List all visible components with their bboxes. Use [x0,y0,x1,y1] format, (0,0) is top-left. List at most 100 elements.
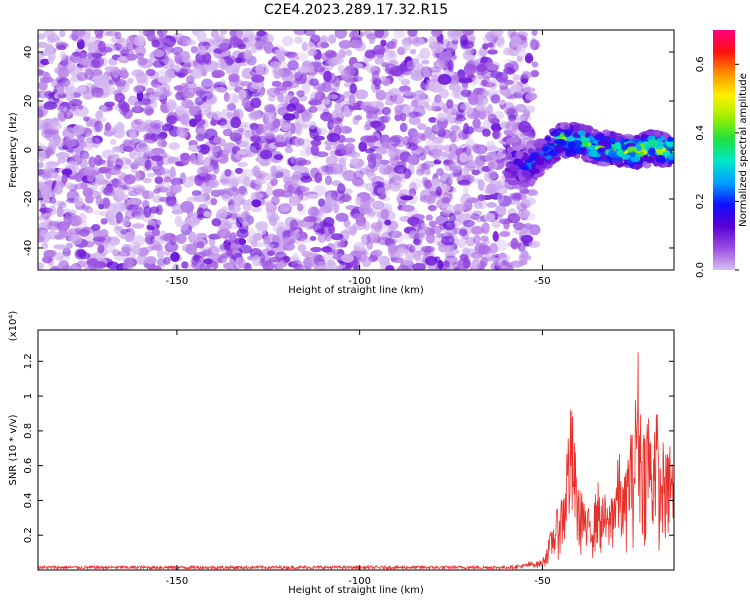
heatmap-cell [296,90,305,98]
heatmap-cell [83,153,90,160]
heatmap-cell [151,91,162,97]
heatmap-cell [266,243,275,251]
heatmap-cell [516,203,528,212]
heatmap-cell [143,205,152,218]
heatmap-cell [152,91,167,101]
heatmap-cell [276,260,285,270]
heatmap-cell [465,46,475,56]
heatmap-cell [266,250,275,256]
heatmap-cell [181,62,192,70]
heatmap-cell [145,108,155,115]
heatmap-cell [503,67,516,74]
heatmap-cell [308,105,318,113]
heatmap-cell [102,197,110,209]
heatmap-cell [135,45,147,56]
heatmap-cell [222,128,233,137]
heatmap-cell [219,173,232,186]
heatmap-cell [506,137,514,145]
heatmap-cell [495,71,509,83]
heatmap-cell [47,144,57,156]
heatmap-cell [384,99,395,106]
heatmap-cell [72,124,85,136]
heatmap-cell [309,235,317,242]
heatmap-cell [485,183,498,195]
heatmap-cell [301,42,309,52]
heatmap-cell [262,172,276,181]
heatmap-cell [159,92,168,104]
heatmap-cell [226,84,236,91]
heatmap-cell [39,207,53,214]
heatmap-cell [530,69,540,78]
heatmap-cell [94,74,109,87]
heatmap-cell [399,112,407,122]
heatmap-cell [119,67,128,79]
heatmap-cell [503,47,515,56]
heatmap-cell [350,151,361,158]
heatmap-cell [115,225,123,232]
heatmap-cell [169,166,176,179]
heatmap-cell [275,84,288,92]
heatmap-cell [86,257,99,270]
heatmap-cell [408,111,422,117]
heatmap-cell [40,89,47,100]
heatmap-cell [444,255,458,266]
heatmap-cell [158,94,165,102]
heatmap-cell [459,152,468,163]
heatmap-cell [74,30,86,37]
heatmap-cell [212,162,220,175]
spectrogram-y-label: Frequency (Hz) [8,112,19,188]
heatmap-cell [70,234,83,245]
heatmap-cell [150,155,163,162]
heatmap-cell [274,141,287,148]
heatmap-cell [487,49,498,55]
heatmap-cell [185,243,197,255]
heatmap-cell [494,239,508,252]
heatmap-cell [452,168,462,178]
heatmap-cell [583,140,589,148]
heatmap-cell [255,63,265,75]
heatmap-cell [131,245,141,255]
heatmap-cell [384,163,397,174]
colorbar: 0.0 0.2 0.4 0.6 Normalized spectral amplitu… [695,30,749,278]
heatmap-cell [508,106,518,116]
heatmap-cell [353,264,360,270]
heatmap-cell [366,153,377,163]
colorbar-ticks: 0.0 0.2 0.4 0.6 [695,56,739,278]
heatmap-cell [492,128,500,140]
heatmap-cell [324,140,333,146]
heatmap-cell [43,129,58,135]
heatmap-cell [431,30,442,38]
heatmap-cell [505,101,514,112]
heatmap-cell [300,111,313,120]
heatmap-cell [38,33,46,40]
heatmap-cell [259,160,270,167]
heatmap-cell [118,156,130,165]
heatmap-cell [236,30,244,39]
heatmap-cell [333,57,345,65]
heatmap-cell [143,236,151,245]
heatmap-cell [190,153,197,166]
heatmap-cell [241,220,249,227]
heatmap-cell [472,234,481,245]
x-tick-label: -150 [166,576,189,587]
heatmap-cell [447,35,461,41]
heatmap-cell [506,146,514,153]
heatmap-cell [317,260,327,267]
heatmap-cell [297,243,307,253]
heatmap-marks [38,30,674,270]
heatmap-cell [361,30,374,37]
heatmap-cell [129,133,138,140]
heatmap-cell [303,30,316,37]
heatmap-cell [84,139,94,151]
heatmap-cell [477,194,486,202]
heatmap-cell [530,37,537,49]
heatmap-cell [45,169,58,179]
heatmap-cell [391,175,402,186]
heatmap-cell [256,30,267,37]
heatmap-cell [375,146,388,155]
heatmap-cell [282,242,295,251]
heatmap-cell [283,50,291,57]
heatmap-cell [192,30,200,36]
heatmap-cell [223,218,238,225]
heatmap-cell [272,118,281,129]
